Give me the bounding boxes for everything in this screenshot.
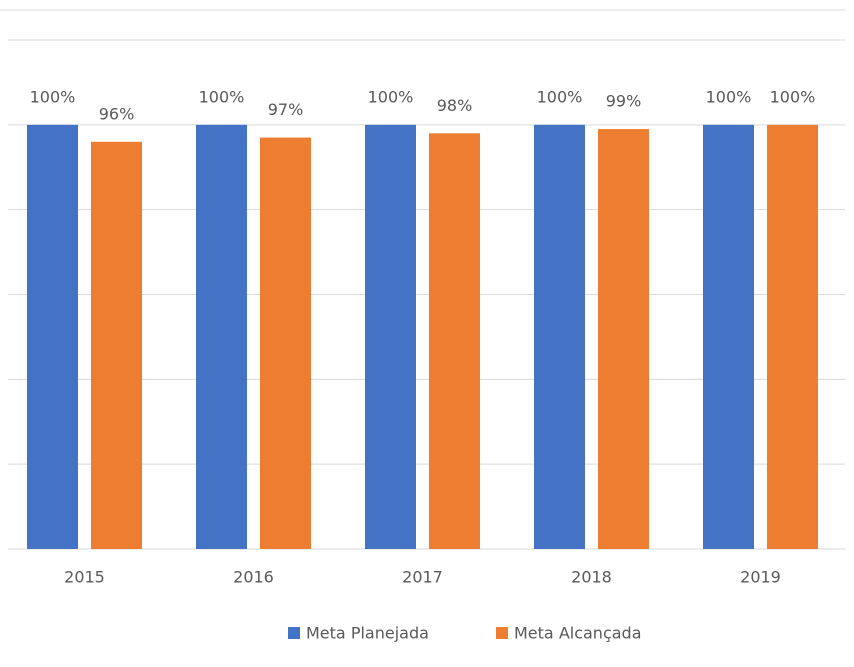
data-label: 98% [437, 96, 473, 115]
x-tick-label: 2017 [402, 568, 443, 587]
bar [260, 137, 311, 549]
bar [429, 133, 480, 550]
bar [196, 124, 247, 549]
bar [534, 124, 585, 549]
x-tick-label: 2018 [571, 568, 612, 587]
data-label: 100% [368, 87, 414, 106]
data-label: 99% [606, 92, 642, 111]
data-label: 100% [199, 87, 245, 106]
data-label: 100% [30, 87, 76, 106]
data-label: 100% [706, 87, 752, 106]
bar [598, 129, 649, 549]
bar [91, 141, 142, 550]
legend-swatch [288, 627, 300, 639]
bar [767, 124, 818, 549]
x-tick-label: 2015 [64, 568, 105, 587]
bar [27, 124, 78, 549]
legend-swatch [496, 627, 508, 639]
bar [703, 124, 754, 549]
data-label: 100% [537, 87, 583, 106]
data-label: 97% [268, 100, 304, 119]
data-label: 96% [99, 104, 135, 123]
legend-label: Meta Alcançada [514, 624, 642, 643]
data-label: 100% [770, 87, 816, 106]
bar [365, 124, 416, 549]
legend-label: Meta Planejada [306, 624, 429, 643]
x-tick-label: 2019 [740, 568, 781, 587]
x-tick-label: 2016 [233, 568, 274, 587]
